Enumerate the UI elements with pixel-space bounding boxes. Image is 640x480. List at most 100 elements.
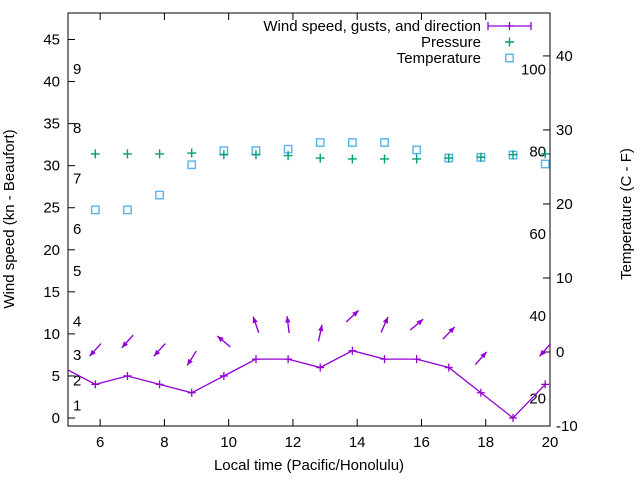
right-tick-label: 20 [556, 196, 573, 213]
pressure-point [476, 152, 486, 162]
pressure-point [315, 153, 325, 163]
temperature-point [155, 190, 164, 200]
fahrenheit-label: 100 [521, 61, 546, 78]
pressure-point [283, 151, 293, 161]
legend-glyph-plus [505, 22, 514, 30]
right-axis-title: Temperature (C - F) [618, 148, 635, 280]
wind-speed-point [348, 346, 357, 355]
beaufort-label: 7 [73, 170, 81, 187]
wind-direction-arrow-head [187, 358, 193, 366]
legend-label-temperature: Temperature [397, 50, 481, 67]
wind-direction-arrow-head [382, 316, 388, 324]
fahrenheit-label: 80 [529, 144, 546, 161]
fahrenheit-label: 60 [529, 226, 546, 243]
wind-direction-arrow-head [318, 324, 324, 332]
wind-speed-point [251, 355, 260, 364]
legend: Wind speed, gusts, and direction Pressur… [263, 18, 532, 67]
x-tick-label: 6 [96, 434, 104, 451]
left-axis-ticks: 0 5 10 15 20 25 30 35 40 45 [43, 31, 75, 427]
wind-direction-arrow-head [121, 341, 128, 348]
beaufort-label: 1 [73, 398, 81, 415]
temperature-point [315, 138, 325, 147]
wind-direction-arrow-head [153, 349, 161, 357]
wind-direction-arrow-head [352, 310, 359, 317]
pressure-series [90, 148, 550, 164]
fahrenheit-label: 20 [529, 390, 546, 407]
legend-glyphs [487, 22, 532, 63]
pressure-point [412, 154, 422, 164]
pressure-point [380, 154, 390, 164]
wind-direction-arrow-head [448, 326, 455, 334]
temperature-point [90, 205, 100, 215]
fahrenheit-label: 40 [529, 308, 546, 325]
x-ticks: 6 8 10 12 14 16 18 20 [96, 13, 558, 451]
beaufort-label: 9 [73, 61, 81, 78]
wind-speed-point [284, 355, 293, 364]
x-tick-label: 10 [220, 434, 237, 451]
x-tick-label: 18 [477, 434, 494, 451]
x-tick-label: 20 [542, 434, 559, 451]
left-tick-label: 0 [52, 410, 60, 427]
wind-speed-point [123, 371, 132, 380]
left-tick-label: 15 [43, 284, 60, 301]
wind-speed-point [476, 388, 485, 397]
wind-direction-arrow-head [539, 349, 546, 357]
wind-direction-arrow-head [416, 319, 424, 326]
x-tick-label: 16 [413, 434, 430, 451]
legend-label-wind: Wind speed, gusts, and direction [263, 18, 481, 35]
pressure-point [444, 153, 454, 163]
wind-speed-point [91, 380, 100, 389]
beaufort-label: 2 [73, 372, 81, 389]
beaufort-label: 4 [73, 313, 81, 330]
beaufort-label: 8 [73, 120, 81, 137]
pressure-point [540, 149, 550, 159]
temperature-point [347, 138, 357, 147]
pressure-point [90, 149, 100, 159]
x-tick-label: 8 [160, 434, 168, 451]
left-tick-label: 35 [43, 116, 60, 133]
wind-direction-arrow-head [480, 351, 487, 359]
left-tick-label: 25 [43, 200, 60, 217]
legend-glyph-square [505, 53, 514, 63]
right-axis-ticks: -10 0 10 20 30 40 [543, 48, 578, 435]
plot-content: 6 8 10 12 14 16 18 20051015202530354045-1001020… [43, 13, 578, 451]
temperature-point [187, 160, 197, 170]
beaufort-label: 3 [73, 347, 81, 364]
wind-direction-arrow-head [217, 336, 224, 343]
wind-speed-point [412, 355, 421, 364]
wind-speed-point [509, 414, 518, 423]
pressure-point [347, 154, 357, 164]
wind-speed-point [316, 363, 325, 372]
pressure-point [251, 150, 261, 160]
wind-speed-line [68, 350, 546, 419]
direction-arrows [89, 309, 552, 366]
wind-speed-point [380, 355, 389, 364]
x-tick-label: 12 [285, 434, 302, 451]
left-tick-label: 30 [43, 158, 60, 175]
left-tick-label: 5 [52, 368, 60, 385]
wind-series [68, 346, 550, 423]
legend-glyph-plus [505, 37, 514, 47]
wind-direction-arrow-head [285, 316, 291, 323]
temperature-point [123, 205, 132, 215]
wind-speed-point [219, 371, 228, 380]
x-tick-label: 14 [349, 434, 366, 451]
beaufort-label: 5 [73, 263, 81, 280]
wind-speed-point [541, 380, 550, 389]
left-tick-label: 40 [43, 74, 60, 91]
pressure-point [187, 148, 197, 158]
right-tick-label: 30 [556, 122, 573, 139]
beaufort-label: 6 [73, 221, 81, 238]
wind-speed-point [444, 363, 453, 372]
right-tick-label: -10 [556, 418, 578, 435]
beaufort-labels: 1 2 3 4 5 6 7 8 9 [73, 61, 81, 414]
temperature-point [380, 138, 389, 147]
pressure-point [508, 150, 518, 160]
left-tick-label: 45 [43, 31, 60, 48]
legend-label-pressure: Pressure [421, 34, 481, 51]
temperature-point [540, 159, 550, 169]
x-axis-title: Local time (Pacific/Honolulu) [214, 457, 404, 474]
left-tick-label: 20 [43, 242, 60, 259]
